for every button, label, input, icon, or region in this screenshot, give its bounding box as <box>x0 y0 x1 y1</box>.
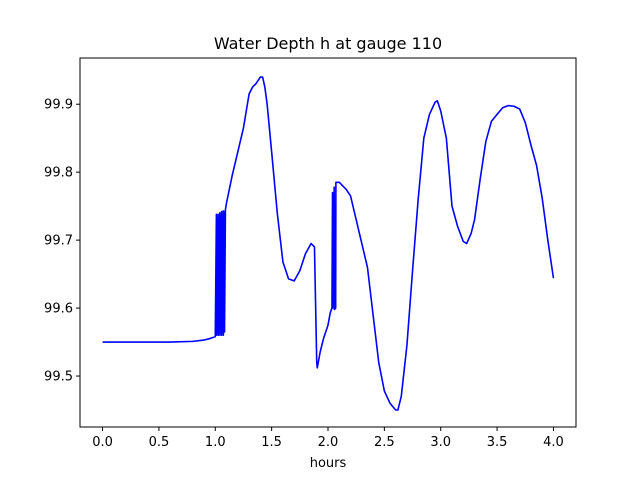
plot-frame <box>79 57 577 428</box>
chart-title: Water Depth h at gauge 110 <box>214 34 442 53</box>
x-tick-label: 1.5 <box>261 435 282 450</box>
y-tick-label: 99.8 <box>44 166 73 181</box>
y-tick-label: 99.7 <box>44 234 73 249</box>
x-tick-label: 0.0 <box>92 435 113 450</box>
x-tick-label: 0.5 <box>149 435 170 450</box>
x-tick-label: 3.5 <box>487 435 508 450</box>
x-tick-label: 4.0 <box>543 435 564 450</box>
x-tick-label: 2.5 <box>374 435 395 450</box>
x-tick-label: 3.0 <box>430 435 451 450</box>
y-tick-label: 99.9 <box>44 98 73 113</box>
y-axis-ticks: 99.5 99.6 99.7 99.8 99.9 <box>44 98 80 385</box>
x-tick-label: 2.0 <box>318 435 339 450</box>
x-axis-ticks: 0.0 0.5 1.0 1.5 2.0 2.5 3.0 3.5 4.0 <box>92 427 564 450</box>
plot-series <box>102 76 555 411</box>
series-line-0 <box>102 76 555 411</box>
y-tick-label: 99.6 <box>44 302 73 317</box>
x-axis-label: hours <box>310 456 347 471</box>
y-tick-label: 99.5 <box>44 370 73 385</box>
x-tick-label: 1.0 <box>205 435 226 450</box>
